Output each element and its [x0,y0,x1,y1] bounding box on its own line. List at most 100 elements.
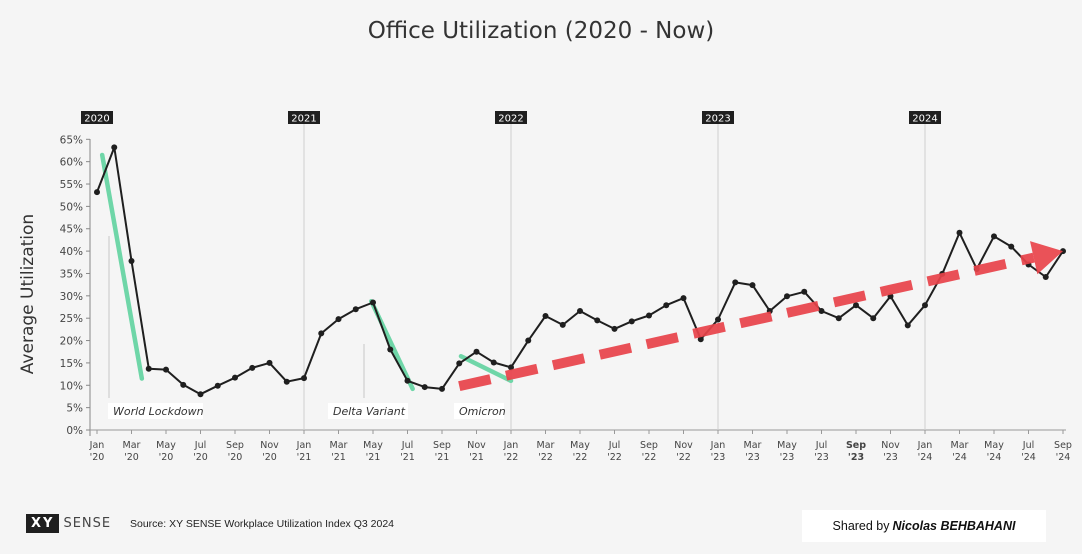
logo-mark: XY [26,514,60,533]
x-tick-year: '21 [297,452,312,463]
data-point [594,317,601,324]
year-marker-label: 2023 [705,114,730,125]
x-tick-month: Mar [330,440,348,451]
year-marker-label: 2024 [912,114,937,125]
data-point [818,308,825,315]
annotation-label-bg [108,403,203,419]
x-tick-month: Mar [537,440,555,451]
x-tick-month: Jul [194,440,206,451]
data-point [904,322,911,329]
annotation [99,152,145,381]
year-marker: 2024 [909,111,941,125]
data-point [490,359,497,366]
data-point [749,282,756,289]
year-marker-box [909,111,941,124]
data-point [128,257,135,264]
data-point [559,321,566,328]
data-point [249,364,256,371]
data-point [335,316,342,323]
data-point [870,315,877,322]
year-marker-label: 2022 [498,114,523,125]
shared-prefix: Shared by [832,519,890,533]
year-marker-box [702,111,734,124]
y-tick-label: 25% [60,313,83,325]
annotation-label: World Lockdown [113,405,204,418]
trend-arrow-line [458,252,1035,392]
x-tick-month: Jan [89,440,105,451]
xysense-logo: XY SENSE [26,514,111,533]
year-marker-box [288,111,320,124]
annotation [458,353,514,384]
annotation-label: Omicron [459,405,506,418]
x-tick-year: '21 [400,452,415,463]
x-tick-year: '21 [469,452,484,463]
data-point [301,375,307,382]
x-tick-year: '24 [918,452,933,463]
x-tick-month: May [363,440,383,451]
data-point [163,366,169,373]
x-tick-month: Jan [296,440,312,451]
data-point [732,279,739,286]
year-marker-box [495,111,527,124]
y-tick-label: 20% [60,336,83,348]
x-tick-month: May [156,440,176,451]
x-tick-year: '20 [193,452,208,463]
data-point [680,295,687,302]
x-tick-month: Nov [260,440,279,451]
y-tick-label: 65% [60,134,83,146]
y-tick-label: 5% [66,403,83,415]
x-tick-year: '20 [159,452,174,463]
y-tick-label: 0% [66,425,83,437]
x-tick-month: May [570,440,590,451]
x-tick-month: May [984,440,1004,451]
shared-name: Nicolas BEHBAHANI [892,519,1016,533]
x-tick-year: '23 [848,452,864,463]
data-point [370,299,376,306]
x-tick-year: '21 [435,452,450,463]
logo-text: SENSE [63,516,112,531]
data-point [318,330,325,337]
data-point [145,365,152,372]
y-tick-label: 45% [60,224,83,236]
y-tick-label: 60% [60,157,83,169]
data-point [1060,248,1066,255]
x-tick-year: '23 [883,452,898,463]
data-point [473,348,480,355]
data-point [266,359,273,366]
data-point [784,293,790,300]
x-tick-month: Jul [401,440,413,451]
x-tick-year: '22 [642,452,657,463]
source-note: Source: XY SENSE Workplace Utilization I… [130,518,394,530]
x-tick-month: Sep [846,440,866,451]
x-tick-year: '20 [262,452,277,463]
data-point [611,325,618,332]
x-tick-year: '20 [124,452,139,463]
x-tick-month: Jul [1022,440,1034,451]
data-point [283,378,290,385]
x-tick-year: '22 [504,452,519,463]
data-point [387,346,394,353]
x-tick-month: Nov [881,440,900,451]
annotation-label-bg [454,403,504,419]
data-point [456,360,463,367]
data-point [697,336,704,343]
data-point [421,384,428,391]
year-marker-box [81,111,113,124]
x-tick-year: '22 [573,452,588,463]
year-marker: 2021 [288,111,320,125]
year-marker-label: 2020 [84,114,109,125]
x-tick-month: Jul [608,440,620,451]
x-tick-month: Sep [433,440,451,451]
data-point [508,364,514,371]
x-tick-month: Sep [1054,440,1072,451]
x-tick-year: '23 [814,452,829,463]
annotation-label: Delta Variant [333,405,406,418]
data-point [352,306,359,313]
x-tick-year: '24 [952,452,967,463]
x-tick-year: '23 [780,452,795,463]
x-tick-month: Jan [710,440,726,451]
x-tick-month: Nov [467,440,486,451]
x-tick-year: '22 [607,452,622,463]
data-point [922,302,928,309]
data-point [801,288,808,295]
